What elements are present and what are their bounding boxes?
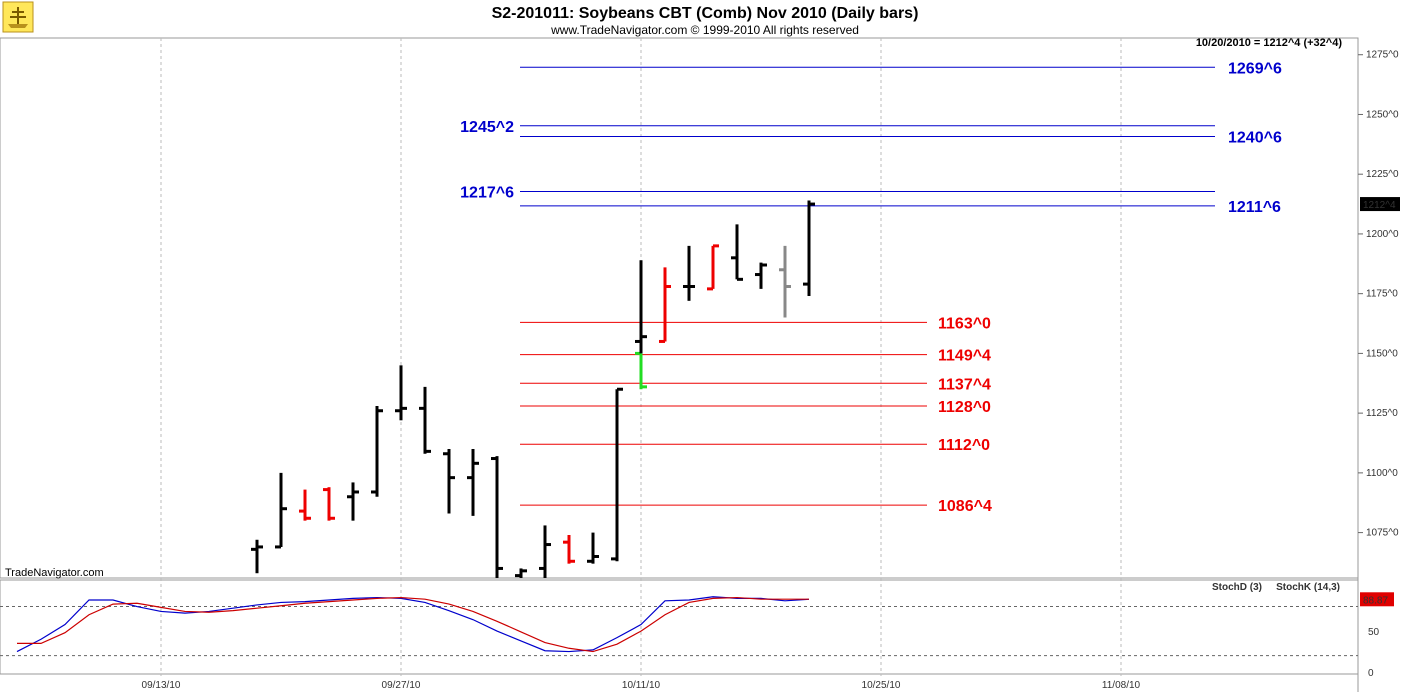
support-label: 1163^0 xyxy=(938,315,991,332)
price-tick-label: 1225^0 xyxy=(1366,169,1399,180)
support-label: 1128^0 xyxy=(938,399,991,416)
price-tick-label: 1100^0 xyxy=(1366,468,1398,479)
ohlc-bar xyxy=(371,405,383,497)
ohlc-bar xyxy=(707,244,719,291)
price-tick-label: 1175^0 xyxy=(1366,289,1398,300)
ohlc-bar xyxy=(251,539,263,574)
resistance-label: 1211^6 xyxy=(1228,199,1281,216)
stochd-line xyxy=(17,596,809,653)
price-tick-label: 1075^0 xyxy=(1366,528,1399,539)
legend-stochd: StochD (3) xyxy=(1212,582,1262,593)
ohlc-bar xyxy=(299,489,311,521)
legend-stochk: StochK (14,3) xyxy=(1276,582,1340,593)
logo-icon[interactable] xyxy=(2,1,34,33)
ohlc-bar xyxy=(635,260,647,354)
ohlc-bar xyxy=(347,482,359,521)
ohlc-bar xyxy=(587,532,599,564)
stoch-panel-frame xyxy=(0,579,1359,675)
support-label: 1137^4 xyxy=(938,376,991,393)
stoch-last-value-label: 88.87 xyxy=(1363,595,1388,606)
ohlc-bar xyxy=(779,245,791,318)
price-bars xyxy=(251,200,815,578)
stoch-tick-label: 0 xyxy=(1368,668,1374,679)
ohlc-bar xyxy=(659,267,671,343)
date-tick-label: 09/27/10 xyxy=(382,680,421,691)
date-tick-label: 10/25/10 xyxy=(862,680,901,691)
price-axis: 1075^0 1100^0 1125^0 1150^0 1175^0 1200^0 1225… xyxy=(1358,50,1400,539)
price-tick-label: 1125^0 xyxy=(1366,408,1398,419)
ohlc-bar xyxy=(491,456,503,578)
ohlc-bar xyxy=(443,448,455,514)
support-label: 1112^0 xyxy=(938,437,990,454)
support-label: 1149^4 xyxy=(938,348,991,365)
stoch-last-value-box xyxy=(1360,592,1394,607)
stoch-tick-label: 50 xyxy=(1368,627,1380,638)
resistance-label: 1217^6 xyxy=(460,185,514,202)
date-tick-label: 11/08/10 xyxy=(1102,680,1141,691)
ohlc-bar xyxy=(539,525,551,578)
resistance-label: 1269^6 xyxy=(1228,60,1282,77)
price-tick-label: 1150^0 xyxy=(1366,348,1398,359)
ohlc-bar xyxy=(611,387,623,562)
price-tick-label: 1200^0 xyxy=(1366,229,1399,240)
ohlc-bar xyxy=(515,568,527,578)
date-tick-label: 10/11/10 xyxy=(622,680,661,691)
price-tick-label: 1275^0 xyxy=(1366,50,1399,61)
ohlc-bar xyxy=(563,534,575,564)
date-tick-label: 09/13/10 xyxy=(142,680,181,691)
brand-text: TradeNavigator.com xyxy=(5,567,104,579)
stochk-line xyxy=(16,596,810,653)
ohlc-bar xyxy=(275,472,287,549)
last-price-label: 1212^4 xyxy=(1363,200,1396,211)
ohlc-bar xyxy=(731,224,743,281)
ohlc-bar xyxy=(395,365,407,421)
ohlc-bar xyxy=(419,386,431,454)
copyright-text: www.TradeNavigator.com © 1999-2010 All r… xyxy=(550,23,859,37)
chart-title: S2-201011: Soybeans CBT (Comb) Nov 2010 … xyxy=(492,5,919,22)
last-price-box xyxy=(1360,197,1400,212)
ohlc-bar xyxy=(635,351,647,390)
ohlc-bar xyxy=(467,448,479,516)
ohlc-bar xyxy=(323,487,335,521)
price-levels: 1269^6 1245^2 1240^6 1217^6 1211^6 1163^0 1149… xyxy=(460,60,1282,515)
last-quote-text: 10/20/2010 = 1212^4 (+32^4) xyxy=(1196,37,1343,49)
resistance-label: 1240^6 xyxy=(1228,130,1282,147)
ohlc-bar xyxy=(755,262,767,289)
resistance-label: 1245^2 xyxy=(460,119,514,136)
support-label: 1086^4 xyxy=(938,498,992,515)
ohlc-bar xyxy=(683,245,695,301)
date-axis: 09/13/10 09/27/10 10/11/10 10/25/10 11/08/10 xyxy=(142,680,1141,691)
ohlc-bar xyxy=(803,200,815,297)
price-tick-label: 1250^0 xyxy=(1366,109,1399,120)
stochastic-panel: 0 50 StochD (3) StochK (14,3) 88.87 xyxy=(0,582,1394,679)
price-panel-frame xyxy=(0,37,1359,579)
